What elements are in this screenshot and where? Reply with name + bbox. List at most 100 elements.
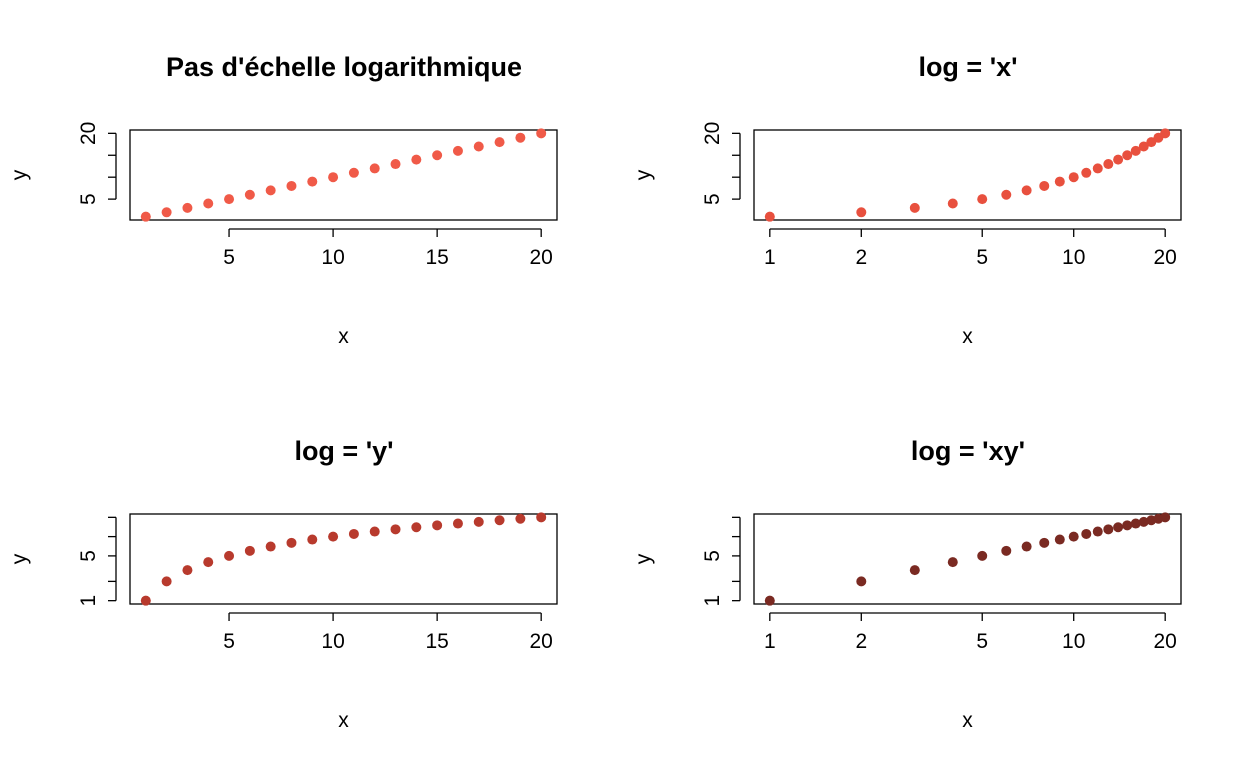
data-point [1001,189,1012,200]
y-axis: 15 [701,516,741,607]
data-point [494,515,505,526]
data-point [390,159,401,170]
data-point [348,528,359,539]
data-point [1068,531,1079,542]
data-point [203,557,214,568]
data-point [1103,159,1114,170]
data-point [203,198,214,209]
data-point [977,550,988,561]
data-point [307,176,318,187]
data-point [1103,524,1114,535]
data-points [764,512,1171,606]
data-point [432,520,443,531]
data-point [515,132,526,143]
x-tick-label: 2 [855,246,867,269]
chart-panel-2: log = 'x' 1 2 5 10 20 5 20 x y [632,52,1182,348]
y-axis-label: y [632,553,655,564]
x-tick-label: 5 [976,630,988,653]
x-axis: 1 2 5 10 20 [764,228,1177,269]
y-tick-label: 20 [701,122,724,145]
data-point [307,534,318,545]
data-point [182,565,193,576]
data-point [1113,522,1124,533]
data-point [1081,167,1092,178]
data-point [265,541,276,552]
data-point [977,194,988,205]
data-point [244,545,255,556]
data-point [856,576,867,587]
chart-title: log = 'xy' [911,436,1025,466]
data-point [1081,528,1092,539]
y-axis-label: y [8,169,31,180]
x-tick-label: 10 [1062,630,1085,653]
y-axis-label: y [632,169,655,180]
y-axis-label: y [8,553,31,564]
chart-title: log = 'y' [294,436,393,466]
data-point [947,557,958,568]
y-axis: 15 [77,516,117,607]
data-point [1054,534,1065,545]
plot-frame [753,513,1182,605]
y-tick-label: 1 [77,595,100,607]
data-point [1021,185,1032,196]
chart-panel-1: Pas d'échelle logarithmique 5 10 15 20 5 20 x y [8,52,558,348]
data-point [473,516,484,527]
y-tick-label: 5 [77,550,100,562]
x-tick-label: 5 [976,246,988,269]
x-tick-label: 1 [764,630,776,653]
x-axis-label: x [338,325,349,348]
data-points [140,128,547,222]
data-point [161,207,172,218]
x-tick-label: 20 [1154,630,1177,653]
data-point [856,207,867,218]
data-point [1039,180,1050,191]
data-point [1160,128,1171,139]
data-point [244,189,255,200]
data-point [390,524,401,535]
y-tick-label: 5 [77,193,100,205]
data-point [140,211,151,222]
data-point [452,145,463,156]
data-point [224,550,235,561]
x-tick-label: 20 [530,246,553,269]
y-axis: 5 20 [701,122,741,205]
plot-frame [129,513,558,605]
data-point [1130,518,1141,529]
data-point [1039,537,1050,548]
data-point [536,512,547,523]
x-tick-label: 10 [321,630,344,653]
data-point [494,137,505,148]
data-point [411,522,422,533]
x-tick-label: 20 [530,630,553,653]
plot-frame [753,129,1182,221]
chart-title: Pas d'échelle logarithmique [166,52,522,82]
data-point [1054,176,1065,187]
data-point [348,167,359,178]
chart-title: log = 'x' [918,52,1017,82]
x-tick-label: 2 [855,630,867,653]
data-point [452,518,463,529]
data-point [432,150,443,161]
data-point [328,172,339,183]
x-tick-label: 10 [321,246,344,269]
x-axis-label: x [338,709,349,732]
data-point [369,163,380,174]
data-point [1138,141,1149,152]
x-axis: 1 2 5 10 20 [764,612,1177,653]
x-tick-label: 20 [1154,246,1177,269]
x-tick-label: 15 [425,246,448,269]
data-point [265,185,276,196]
data-point [764,595,775,606]
data-point [411,154,422,165]
data-point [161,576,172,587]
data-point [515,513,526,524]
data-point [1130,145,1141,156]
data-point [224,194,235,205]
data-points [764,128,1171,222]
data-point [1068,172,1079,183]
data-point [1001,545,1012,556]
data-point [1138,516,1149,527]
data-point [947,198,958,209]
y-tick-label: 5 [701,550,724,562]
